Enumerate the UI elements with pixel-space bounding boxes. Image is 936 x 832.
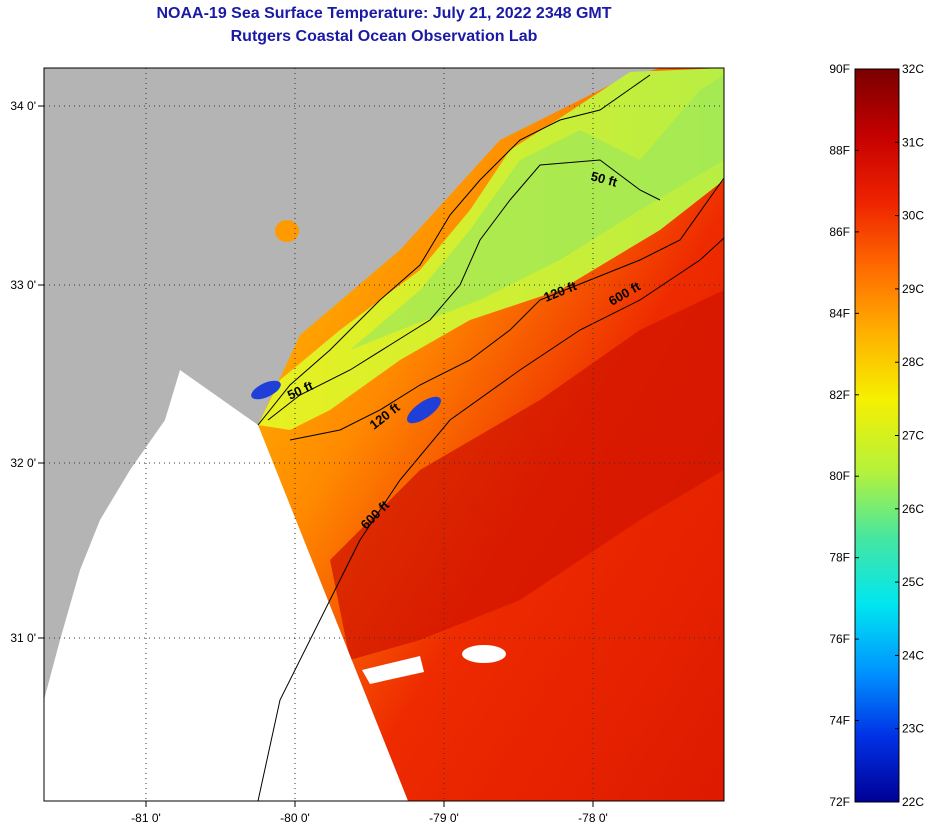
cloud-mask: [462, 645, 506, 663]
graticule: [44, 68, 724, 801]
colorbar-label-fahrenheit: 88F: [829, 143, 850, 157]
latitude-label: 33 0': [10, 278, 36, 292]
colorbar-ticks: [855, 68, 899, 803]
contour-120ft: [289, 177, 724, 441]
contour-label: 50 ft: [589, 168, 619, 190]
colorbar-label-celsius: 28C: [902, 355, 924, 369]
map-area: [44, 68, 724, 801]
longitude-label: -79 0': [429, 811, 459, 825]
sst-warm-core: [330, 290, 724, 660]
colorbar-label-fahrenheit: 74F: [829, 714, 850, 728]
colorbar: [854, 68, 900, 803]
colorbar-label-celsius: 30C: [902, 209, 924, 223]
contour-50ft: [267, 159, 661, 421]
colorbar-label-fahrenheit: 86F: [829, 225, 850, 239]
colorbar-label-fahrenheit: 78F: [829, 551, 850, 565]
tick-marks: [38, 105, 594, 807]
map-subtitle: Rutgers Coastal Ocean Observation Lab: [230, 28, 538, 45]
longitude-label: -81 0': [131, 811, 161, 825]
colorbar-label-celsius: 32C: [902, 62, 924, 76]
cool-patch: [251, 380, 281, 400]
no-data-swath: [44, 370, 408, 801]
latitude-label: 31 0': [10, 631, 36, 645]
colorbar-label-celsius: 22C: [902, 795, 924, 809]
colorbar-label-fahrenheit: 72F: [829, 795, 850, 809]
colorbar-label-fahrenheit: 76F: [829, 632, 850, 646]
cool-patch: [406, 396, 442, 424]
colorbar-label-celsius: 26C: [902, 502, 924, 516]
colorbar-label-celsius: 25C: [902, 575, 924, 589]
cloud-mask: [362, 656, 424, 684]
longitude-label: -80 0': [280, 811, 310, 825]
colorbar-label-celsius: 24C: [902, 648, 924, 662]
latitude-label: 34 0': [10, 99, 36, 113]
map-frame: [43, 67, 725, 802]
colorbar-label-fahrenheit: 84F: [829, 306, 850, 320]
latitude-label: 32 0': [10, 456, 36, 470]
colorbar-label-celsius: 27C: [902, 429, 924, 443]
colorbar-label-fahrenheit: 80F: [829, 469, 850, 483]
warm-patch: [275, 220, 299, 242]
coastline: [257, 74, 651, 426]
colorbar-label-celsius: 23C: [902, 722, 924, 736]
colorbar-label-celsius: 31C: [902, 135, 924, 149]
colorbar-label-fahrenheit: 82F: [829, 388, 850, 402]
longitude-label: -78 0': [578, 811, 608, 825]
colorbar-label-fahrenheit: 90F: [829, 62, 850, 76]
colorbar-label-celsius: 29C: [902, 282, 924, 296]
contour-600ft: [257, 237, 724, 801]
map-title: NOAA-19 Sea Surface Temperature: July 21…: [156, 5, 612, 22]
sst-nearshore-cool: [350, 75, 724, 350]
